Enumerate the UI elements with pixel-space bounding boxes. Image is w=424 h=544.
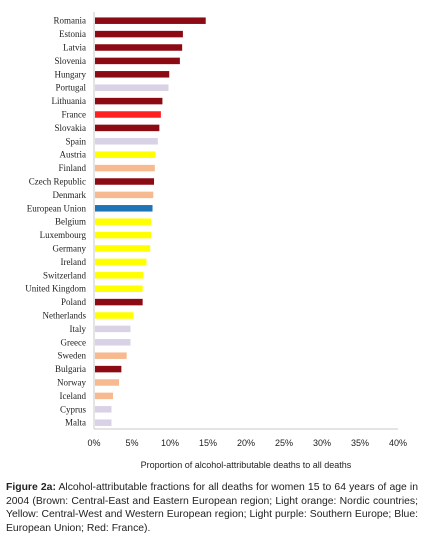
category-label-switzerland: Switzerland (43, 270, 86, 280)
bar-cyprus (95, 406, 112, 413)
bar-finland (95, 164, 155, 172)
category-label-united-kingdom: United Kingdom (25, 284, 86, 294)
category-label-luxembourg: Luxembourg (40, 230, 87, 240)
bar-denmark (95, 191, 154, 199)
x-tick-label: 30% (313, 438, 331, 448)
category-label-sweden: Sweden (58, 351, 87, 361)
bar-spain (95, 138, 158, 145)
category-label-portugal: Portugal (56, 83, 87, 93)
bar-estonia (95, 30, 183, 38)
bar-netherlands (95, 312, 134, 319)
category-label-belgium: Belgium (55, 217, 86, 227)
bar-norway (95, 379, 120, 386)
category-label-ireland: Ireland (61, 257, 87, 267)
bar-romania (95, 17, 206, 24)
bar-slovenia (95, 57, 180, 65)
bar-malta (95, 419, 112, 426)
caption-label: Figure 2a: (6, 482, 56, 493)
bar-greece (95, 339, 131, 346)
caption-text: Alcohol-attributable fractions for all d… (6, 482, 418, 534)
x-tick-label: 10% (161, 438, 179, 448)
x-tick-label: 35% (351, 438, 369, 448)
bar-sweden (95, 352, 127, 359)
category-label-czech-republic: Czech Republic (29, 177, 86, 187)
bar-united-kingdom (95, 285, 143, 292)
bar-slovakia (95, 124, 160, 132)
category-label-lithuania: Lithuania (52, 96, 87, 106)
bar-iceland (95, 392, 113, 400)
x-tick-label: 0% (87, 438, 100, 448)
bars (95, 17, 206, 426)
category-label-denmark: Denmark (53, 190, 87, 200)
category-labels: Romania Estonia Latvia Slovenia Hungary Portu… (25, 16, 86, 428)
category-label-germany: Germany (53, 244, 87, 254)
bar-germany (95, 245, 151, 252)
category-label-cyprus: Cyprus (60, 404, 87, 414)
x-tick-label: 25% (275, 438, 293, 448)
category-label-spain: Spain (65, 136, 86, 146)
x-axis-title: Proportion of alcohol-attributable death… (141, 460, 352, 470)
category-label-romania: Romania (54, 16, 87, 26)
x-tick-label: 20% (237, 438, 255, 448)
bar-lithuania (95, 97, 163, 105)
category-label-finland: Finland (58, 163, 86, 173)
category-label-netherlands: Netherlands (43, 311, 87, 321)
x-tick-label: 15% (199, 438, 217, 448)
category-label-norway: Norway (57, 378, 86, 388)
x-tick-label: 40% (389, 438, 407, 448)
category-label-austria: Austria (60, 150, 87, 160)
category-label-malta: Malta (65, 418, 86, 428)
x-tick-labels: 0% 5% 10% 15% 20% 25% 30% 35% 40% (87, 438, 407, 448)
x-tick-label: 5% (125, 438, 138, 448)
bar-italy (95, 325, 131, 333)
bar-luxembourg (95, 231, 151, 239)
bar-ireland (95, 258, 147, 266)
bar-bulgaria (95, 365, 122, 373)
category-label-slovakia: Slovakia (55, 123, 87, 133)
category-label-latvia: Latvia (63, 43, 86, 53)
category-label-hungary: Hungary (55, 69, 87, 79)
bar-switzerland (95, 272, 144, 279)
category-label-italy: Italy (70, 324, 87, 334)
bar-czech-republic (95, 178, 155, 185)
category-label-france: France (62, 110, 87, 120)
figure-caption: Figure 2a: Alcohol-attributable fraction… (6, 481, 418, 535)
bar-belgium (95, 218, 151, 225)
category-label-iceland: Iceland (60, 391, 87, 401)
category-label-bulgaria: Bulgaria (55, 364, 86, 374)
bar-poland (95, 298, 143, 306)
category-label-greece: Greece (61, 337, 86, 347)
bar-latvia (95, 44, 183, 51)
category-label-estonia: Estonia (59, 29, 86, 39)
category-label-slovenia: Slovenia (55, 56, 87, 66)
category-label-poland: Poland (61, 297, 87, 307)
bar-austria (95, 151, 156, 158)
bar-portugal (95, 84, 169, 91)
bar-european-union (95, 205, 153, 212)
bar-france (95, 111, 161, 118)
bar-hungary (95, 71, 170, 78)
category-label-european-union: European Union (27, 203, 87, 213)
